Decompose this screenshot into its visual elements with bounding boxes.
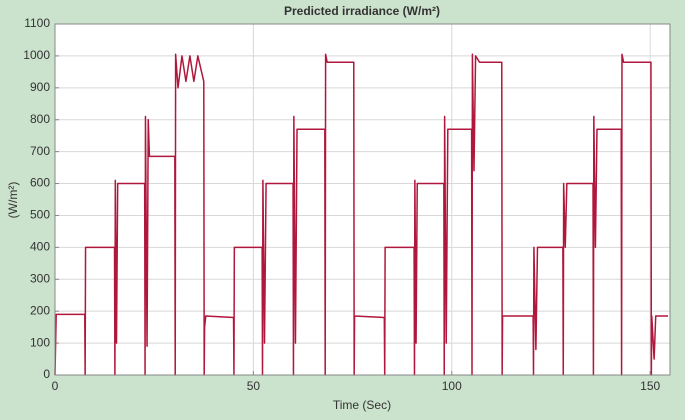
x-tick-label: 100 xyxy=(442,379,462,393)
y-axis-label: (W/m²) xyxy=(6,182,20,219)
lines xyxy=(54,53,669,376)
x-tick-label: 150 xyxy=(640,379,660,393)
plot-border xyxy=(54,23,671,376)
y-tick-label: 0 xyxy=(43,367,50,381)
y-tick-label: 200 xyxy=(30,303,50,317)
x-tick-label: 50 xyxy=(247,379,261,393)
y-tick-label: 600 xyxy=(30,176,50,190)
y-tick-label: 1100 xyxy=(24,16,50,30)
y-tick-label: 1000 xyxy=(23,48,50,62)
y-tick-label: 700 xyxy=(30,144,50,158)
data-line xyxy=(54,53,669,376)
y-tick-label: 300 xyxy=(30,271,50,285)
y-tick-label: 100 xyxy=(30,335,50,349)
y-tick-label: 800 xyxy=(30,112,50,126)
y-tick-label: 900 xyxy=(30,80,50,94)
chart-title: Predicted irradiance (W/m²) xyxy=(284,4,440,18)
y-tick-label: 500 xyxy=(30,208,50,222)
x-tick-label: 0 xyxy=(52,379,59,393)
y-tick-label: 400 xyxy=(30,240,50,254)
x-axis-label: Time (Sec) xyxy=(333,398,391,412)
